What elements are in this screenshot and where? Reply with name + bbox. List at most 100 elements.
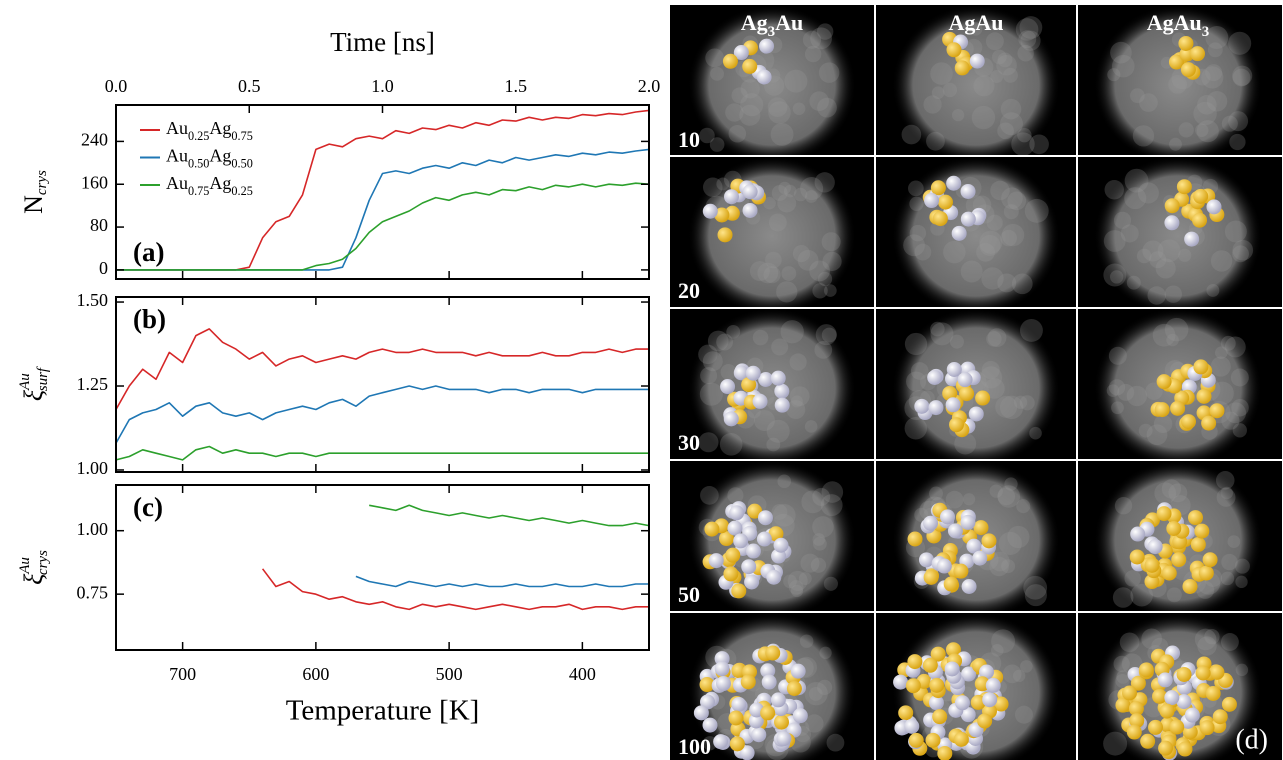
surface-atom [820,494,843,517]
cluster-atom [1193,359,1209,375]
surface-atom [812,283,828,299]
cluster-atom [968,406,984,422]
surface-atom [808,686,823,701]
surface-atom [990,70,1004,83]
surface-atom [1227,535,1241,549]
cluster-atom [1192,212,1208,228]
surface-atom [976,242,995,262]
surface-atom [1215,346,1228,360]
surface-atom [997,52,1013,68]
cluster-atom [961,578,977,594]
cluster-atom [942,385,958,401]
surface-atom [710,66,725,81]
surface-atom [942,82,958,98]
x-tick-label: 500 [436,664,463,684]
cluster-atom [1209,403,1225,419]
cluster-atom [893,674,909,690]
surface-atom [1232,245,1249,263]
cluster-atom [937,745,953,760]
surface-atom [1196,120,1219,143]
cluster-atom [739,745,755,760]
surface-atom [904,417,928,440]
data-line [261,568,649,611]
surface-atom [1126,385,1148,407]
cluster-atom [904,718,920,734]
surface-atom [763,266,781,284]
cluster-atom [898,705,914,721]
x-tick-label: 700 [169,664,196,684]
surface-atom [800,553,820,573]
surface-atom [1194,628,1217,651]
surface-atom [1137,182,1159,204]
surface-atom [815,324,837,346]
cluster-atom [907,531,923,547]
surface-atom [771,185,788,201]
column-header: Ag3Au [741,10,804,40]
surface-atom [1178,248,1192,262]
surface-atom [930,322,954,346]
surface-atom [790,395,803,408]
cluster-atom [1129,549,1145,565]
y-tick-label: 1.25 [77,374,109,394]
surface-atom [989,556,1009,577]
y-axis-title-part: crys [34,170,50,195]
cluster-atom [1194,523,1210,539]
surface-atom [1152,323,1176,347]
surface-atom [923,95,942,114]
surface-atom [1228,111,1249,132]
surface-atom [964,38,983,57]
surface-atom [778,181,791,195]
surface-atom [986,331,1002,347]
surface-atom [1019,319,1043,342]
x-axis-title: Temperature [K] [286,695,480,727]
surface-atom [1224,220,1247,243]
cluster-atom [1195,665,1211,681]
surface-atom [788,580,804,595]
cluster-atom [719,531,735,547]
surface-atom [1166,587,1182,603]
y-axis-title-part: Au [17,557,33,575]
surface-atom [1124,570,1141,587]
cluster-atom [1176,179,1192,195]
cluster-atom [972,550,988,566]
cluster-atom [770,370,786,386]
surface-atom [1011,132,1035,156]
surface-atom [705,48,724,68]
surface-atom [1023,575,1048,600]
cluster-atom [702,203,718,219]
surface-atom [798,572,812,585]
cluster-atom [774,383,790,399]
surface-atom [909,196,924,211]
surface-atom [810,27,832,50]
surface-atom [812,487,831,506]
surface-atom [799,634,814,648]
surface-atom [1113,655,1130,673]
surface-atom [700,367,718,385]
surface-atom [789,386,810,407]
surface-atom [766,419,790,443]
cluster-atom [944,661,960,677]
cluster-atom [699,677,715,693]
surface-atom [740,93,764,117]
surface-atom [910,362,929,380]
surface-atom [804,190,818,203]
surface-atom [781,266,797,281]
surface-atom [1210,250,1233,272]
surface-atom [979,366,1003,389]
surface-atom [809,91,829,112]
cluster-atom [923,515,939,531]
surface-atom [809,260,830,282]
surface-atom [1220,486,1233,500]
surface-atom [1107,68,1121,82]
surface-atom [908,180,924,197]
surface-atom [973,75,995,97]
cluster-atom [940,509,956,525]
surface-atom [770,122,794,146]
surface-atom [726,324,741,339]
surface-atom [821,327,837,343]
surface-atom [1221,553,1238,571]
surface-atom [700,486,719,505]
surface-atom [1114,496,1133,515]
plot-frame [115,484,650,651]
y-tick-label: 0.75 [77,582,109,602]
